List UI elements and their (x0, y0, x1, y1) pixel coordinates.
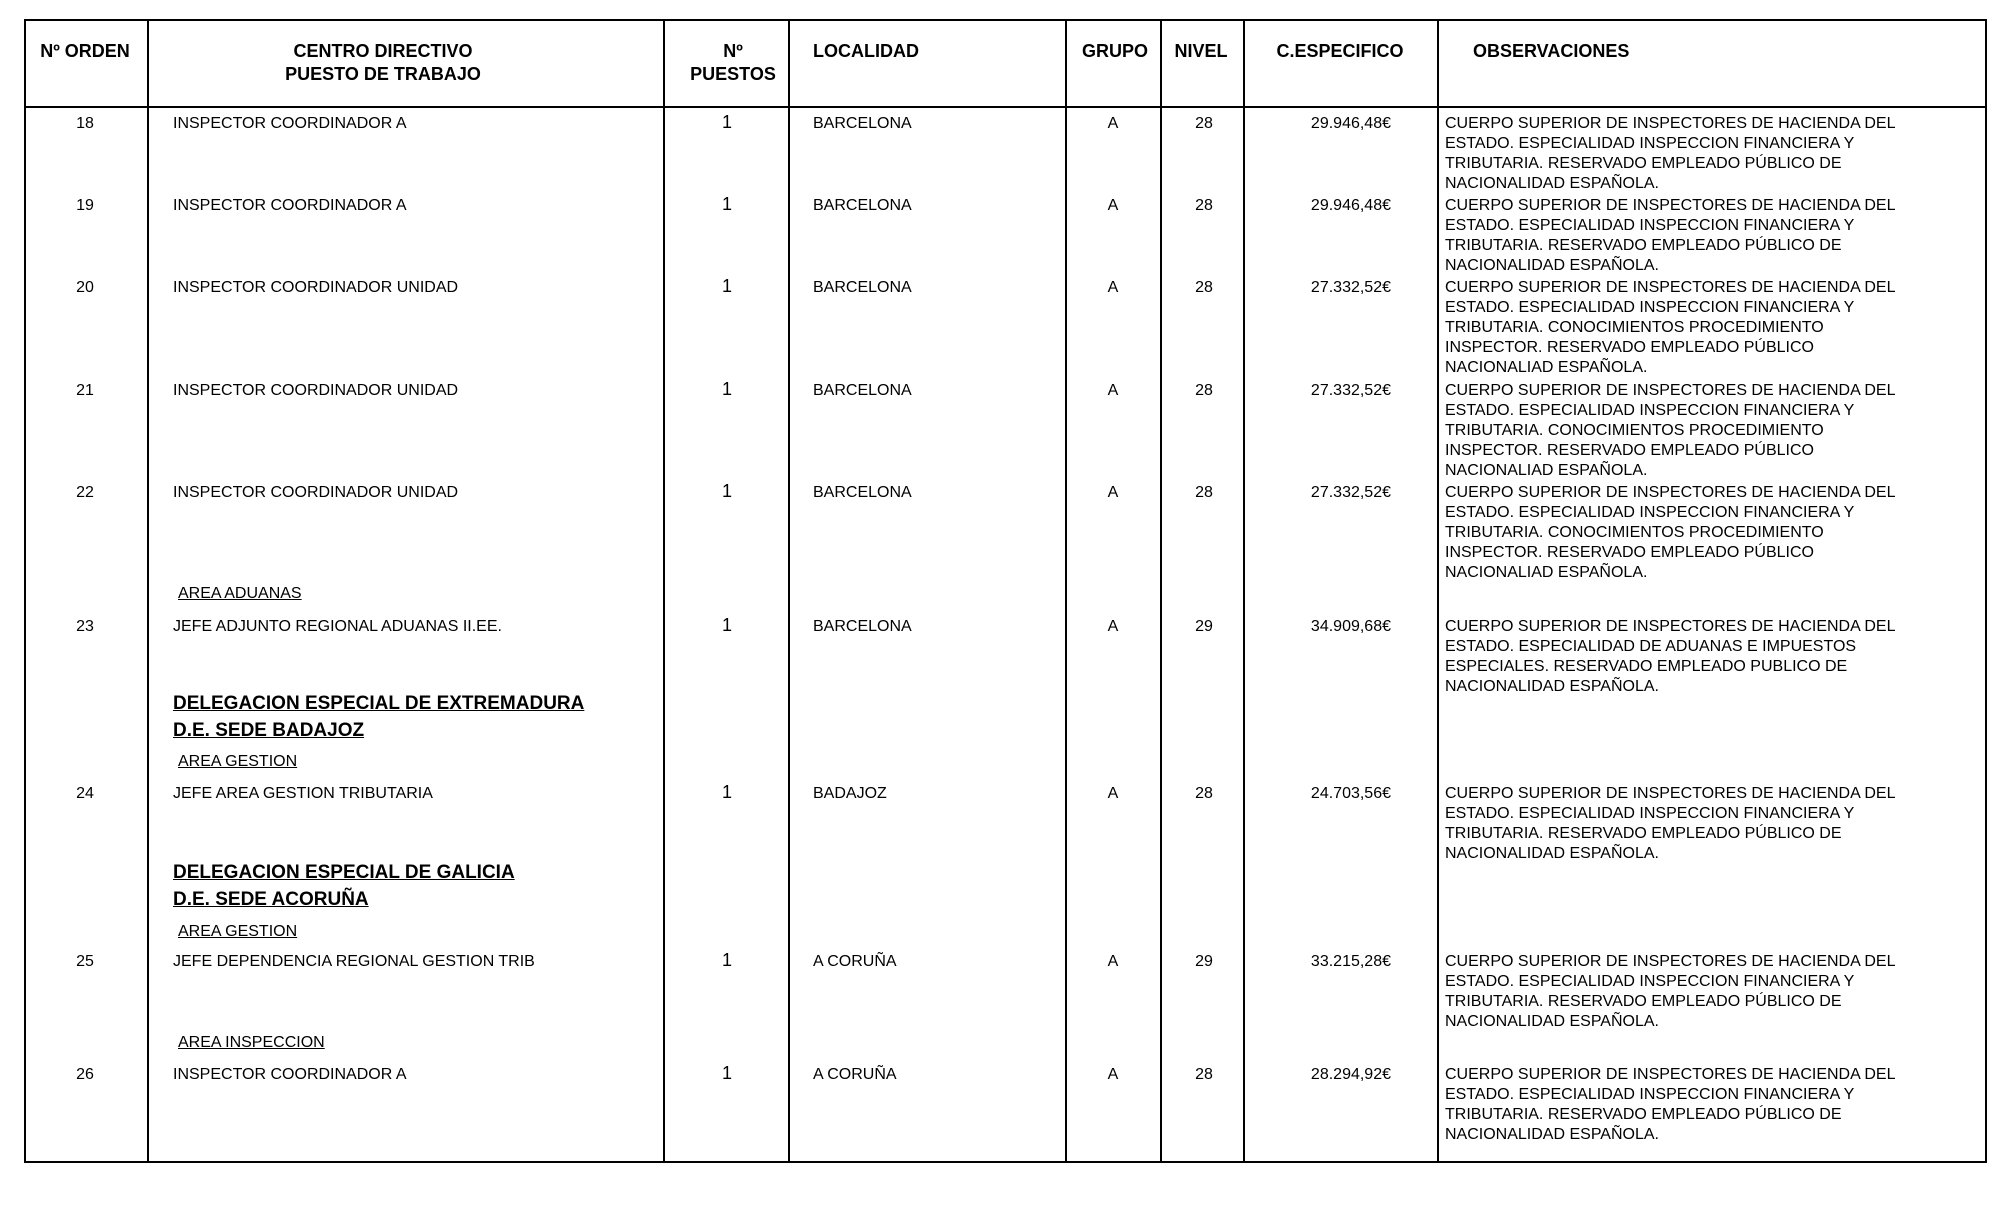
cell-nivel: 29 (1195, 618, 1213, 635)
cell-puestos: 1 (721, 950, 733, 970)
cell-nivel: 28 (1195, 785, 1213, 802)
cell-nivel: 29 (1195, 953, 1213, 970)
cell-especifico: 33.215,28€ (1310, 953, 1391, 970)
cell-orden: 25 (76, 953, 94, 970)
cell-grupo: A (1107, 785, 1119, 802)
cell-puesto: INSPECTOR COORDINADOR A (173, 197, 407, 214)
positions-table (24, 19, 1987, 1163)
cell-nivel: 28 (1195, 484, 1213, 501)
cell-observaciones: CUERPO SUPERIOR DE INSPECTORES DE HACIEN… (1445, 382, 1896, 479)
column-divider (663, 19, 665, 1163)
cell-localidad: BARCELONA (813, 618, 912, 635)
cell-observaciones: CUERPO SUPERIOR DE INSPECTORES DE HACIEN… (1445, 197, 1896, 274)
cell-especifico: 27.332,52€ (1310, 484, 1391, 501)
cell-puesto: JEFE DEPENDENCIA REGIONAL GESTION TRIB (173, 953, 535, 970)
cell-nivel: 28 (1195, 382, 1213, 399)
delegacion-heading: D.E. SEDE ACORUÑA (173, 889, 369, 910)
cell-observaciones: CUERPO SUPERIOR DE INSPECTORES DE HACIEN… (1445, 785, 1896, 862)
cell-orden: 22 (76, 484, 94, 501)
cell-grupo: A (1107, 618, 1119, 635)
cell-puestos: 1 (721, 481, 733, 501)
cell-observaciones: CUERPO SUPERIOR DE INSPECTORES DE HACIEN… (1445, 1066, 1896, 1143)
cell-puesto: JEFE ADJUNTO REGIONAL ADUANAS II.EE. (173, 618, 502, 635)
cell-especifico: 27.332,52€ (1310, 382, 1391, 399)
cell-puesto: INSPECTOR COORDINADOR A (173, 115, 407, 132)
cell-grupo: A (1107, 953, 1119, 970)
cell-puesto: INSPECTOR COORDINADOR UNIDAD (173, 484, 459, 501)
header-puestos-line1: Nº (723, 41, 743, 61)
cell-especifico: 29.946,48€ (1310, 115, 1391, 132)
cell-localidad: BARCELONA (813, 197, 912, 214)
column-divider (1243, 19, 1245, 1163)
cell-localidad: BARCELONA (813, 115, 912, 132)
area-heading: AREA ADUANAS (178, 585, 302, 602)
delegacion-heading: DELEGACION ESPECIAL DE GALICIA (173, 862, 515, 883)
cell-puesto: INSPECTOR COORDINADOR A (173, 1066, 407, 1083)
cell-observaciones: CUERPO SUPERIOR DE INSPECTORES DE HACIEN… (1445, 484, 1896, 581)
cell-nivel: 28 (1195, 115, 1213, 132)
header-localidad: LOCALIDAD (813, 41, 919, 61)
column-divider (1437, 19, 1439, 1163)
column-divider (1065, 19, 1067, 1163)
area-heading: AREA GESTION (178, 753, 298, 770)
cell-orden: 24 (76, 785, 94, 802)
cell-grupo: A (1107, 279, 1119, 296)
cell-grupo: A (1107, 197, 1119, 214)
cell-orden: 18 (76, 115, 94, 132)
cell-especifico: 29.946,48€ (1310, 197, 1391, 214)
area-heading: AREA INSPECCION (178, 1034, 325, 1051)
cell-orden: 23 (76, 618, 94, 635)
cell-localidad: BARCELONA (813, 279, 912, 296)
column-divider (1160, 19, 1162, 1163)
header-nivel: NIVEL (1174, 41, 1228, 61)
cell-puestos: 1 (721, 194, 733, 214)
cell-localidad: BARCELONA (813, 382, 912, 399)
cell-puesto: JEFE AREA GESTION TRIBUTARIA (173, 785, 433, 802)
cell-orden: 20 (76, 279, 94, 296)
header-orden: Nº ORDEN (40, 41, 130, 61)
header-observaciones: OBSERVACIONES (1473, 41, 1630, 61)
cell-localidad: A CORUÑA (813, 953, 897, 970)
cell-especifico: 34.909,68€ (1310, 618, 1391, 635)
cell-especifico: 28.294,92€ (1310, 1066, 1391, 1083)
cell-nivel: 28 (1195, 279, 1213, 296)
header-grupo: GRUPO (1081, 41, 1149, 61)
cell-puestos: 1 (721, 112, 733, 132)
cell-localidad: A CORUÑA (813, 1066, 897, 1083)
cell-orden: 19 (76, 197, 94, 214)
cell-nivel: 28 (1195, 1066, 1213, 1083)
delegacion-heading: DELEGACION ESPECIAL DE EXTREMADURA (173, 693, 585, 714)
header-especifico: C.ESPECIFICO (1276, 41, 1404, 61)
cell-puestos: 1 (721, 276, 733, 296)
cell-puestos: 1 (721, 615, 733, 635)
area-heading: AREA GESTION (178, 923, 298, 940)
cell-puesto: INSPECTOR COORDINADOR UNIDAD (173, 382, 459, 399)
header-centro-line1: CENTRO DIRECTIVO (293, 41, 473, 61)
header-puestos-line2: PUESTOS (690, 64, 776, 84)
cell-nivel: 28 (1195, 197, 1213, 214)
cell-localidad: BARCELONA (813, 484, 912, 501)
cell-observaciones: CUERPO SUPERIOR DE INSPECTORES DE HACIEN… (1445, 618, 1896, 695)
cell-grupo: A (1107, 382, 1119, 399)
cell-puestos: 1 (721, 782, 733, 802)
delegacion-heading: D.E. SEDE BADAJOZ (173, 720, 365, 741)
cell-grupo: A (1107, 1066, 1119, 1083)
cell-observaciones: CUERPO SUPERIOR DE INSPECTORES DE HACIEN… (1445, 953, 1896, 1030)
cell-puestos: 1 (721, 1063, 733, 1083)
header-centro-line2: PUESTO DE TRABAJO (285, 64, 481, 84)
cell-orden: 21 (76, 382, 94, 399)
header-divider (24, 106, 1987, 108)
cell-observaciones: CUERPO SUPERIOR DE INSPECTORES DE HACIEN… (1445, 115, 1896, 192)
cell-grupo: A (1107, 115, 1119, 132)
cell-orden: 26 (76, 1066, 94, 1083)
cell-localidad: BADAJOZ (813, 785, 887, 802)
cell-especifico: 24.703,56€ (1310, 785, 1391, 802)
column-divider (788, 19, 790, 1163)
cell-grupo: A (1107, 484, 1119, 501)
cell-especifico: 27.332,52€ (1310, 279, 1391, 296)
cell-observaciones: CUERPO SUPERIOR DE INSPECTORES DE HACIEN… (1445, 279, 1896, 376)
cell-puesto: INSPECTOR COORDINADOR UNIDAD (173, 279, 459, 296)
column-divider (147, 19, 149, 1163)
cell-puestos: 1 (721, 379, 733, 399)
